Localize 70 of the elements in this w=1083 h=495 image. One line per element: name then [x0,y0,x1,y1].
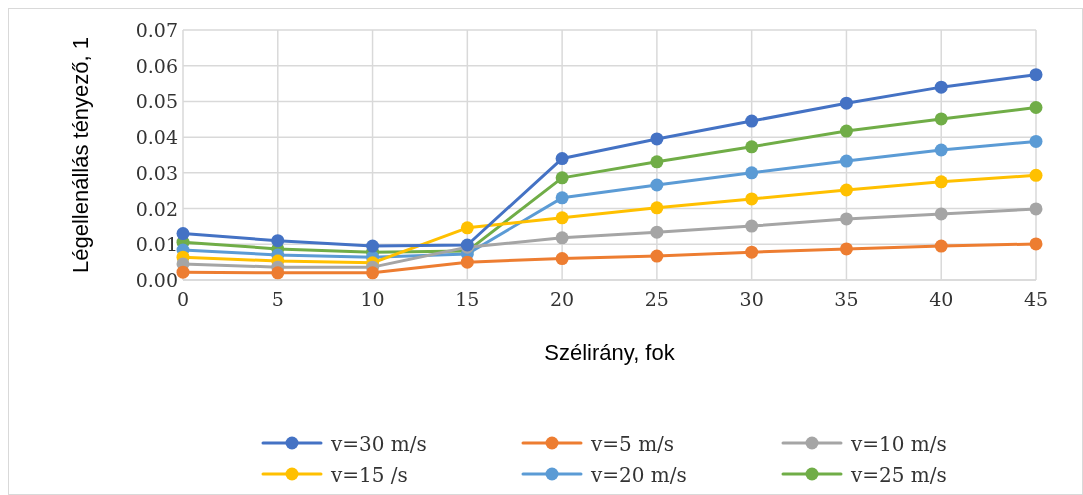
legend-label: v=15 /s [330,463,408,487]
point [1029,68,1043,82]
point [745,114,759,128]
point [934,239,948,253]
y-tick-label: 0.06 [135,54,178,77]
point [650,249,664,263]
point [934,80,948,94]
x-tick-label: 5 [271,288,284,310]
legend-label: v=30 m/s [330,432,427,456]
point [745,219,759,233]
point [1029,237,1043,251]
point [366,239,380,253]
point [366,266,380,280]
x-tick-label: 40 [929,288,954,310]
x-tick-label: 35 [834,288,859,310]
point [1029,202,1043,216]
y-tick-label: 0.00 [135,269,178,291]
point [460,221,474,235]
x-tick-label: 0 [176,288,190,310]
point [839,242,853,256]
legend-label: v=25 m/s [850,463,947,487]
point [176,227,190,241]
x-tick-label: 10 [360,288,385,310]
point [1029,134,1043,148]
x-tick-label: 45 [1023,288,1049,310]
point [271,234,285,248]
point [745,192,759,206]
legend-label: v=20 m/s [590,463,687,487]
legend-label: v=10 m/s [850,432,947,456]
y-tick-label: 0.02 [135,197,178,220]
point [555,211,569,225]
legend-label: v=5 m/s [590,432,675,456]
x-tick-label: 20 [550,288,575,310]
x-tick-label: 25 [644,288,669,310]
point [555,231,569,245]
point [650,155,664,169]
point [460,255,474,269]
point [745,166,759,180]
point [839,154,853,168]
point [555,171,569,185]
point [839,124,853,138]
point [839,212,853,226]
y-tick-label: 0.07 [135,19,178,41]
point [176,265,190,279]
x-tick-label: 15 [455,288,480,310]
point [650,225,664,239]
x-tick-label: 30 [739,288,764,310]
point [934,207,948,221]
y-tick-label: 0.01 [135,233,178,256]
point [934,143,948,157]
point [745,140,759,154]
point [1029,168,1043,182]
point [650,132,664,146]
point [555,252,569,266]
y-tick-label: 0.04 [135,126,178,149]
point [271,266,285,280]
y-tick-label: 0.05 [135,90,178,113]
y-tick-label: 0.03 [135,161,178,184]
point [650,178,664,192]
point [934,175,948,189]
point [555,152,569,166]
point [839,183,853,197]
point [839,96,853,110]
y-axis-title: Légellenállás tényező, 1 [68,36,93,274]
point [555,191,569,205]
point [745,245,759,259]
point [1029,101,1043,114]
point [650,201,664,215]
x-axis-title: Szélirány, fok [544,340,676,365]
point [934,112,948,126]
